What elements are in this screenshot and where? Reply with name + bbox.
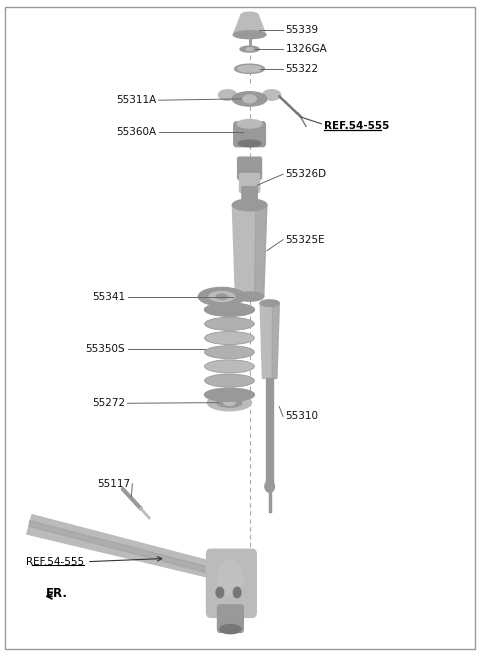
- Polygon shape: [232, 205, 267, 297]
- FancyBboxPatch shape: [242, 186, 257, 205]
- Text: 55322: 55322: [286, 64, 319, 73]
- Ellipse shape: [233, 587, 241, 598]
- Ellipse shape: [217, 398, 242, 407]
- Ellipse shape: [265, 481, 275, 492]
- Ellipse shape: [204, 303, 254, 316]
- Ellipse shape: [233, 31, 266, 39]
- FancyBboxPatch shape: [240, 173, 260, 192]
- Text: 55341: 55341: [92, 291, 125, 302]
- Ellipse shape: [204, 331, 254, 344]
- Ellipse shape: [209, 292, 235, 302]
- Ellipse shape: [204, 346, 254, 359]
- FancyBboxPatch shape: [234, 122, 265, 147]
- Text: 55311A: 55311A: [116, 95, 156, 105]
- Ellipse shape: [232, 92, 267, 106]
- Ellipse shape: [243, 95, 256, 103]
- Ellipse shape: [207, 394, 252, 411]
- Text: 1326GA: 1326GA: [286, 44, 327, 54]
- Text: FR.: FR.: [46, 586, 68, 600]
- Ellipse shape: [238, 66, 262, 72]
- Ellipse shape: [237, 119, 262, 128]
- Text: 55325E: 55325E: [286, 235, 325, 245]
- Ellipse shape: [263, 90, 281, 100]
- Ellipse shape: [240, 46, 259, 52]
- Text: 55350S: 55350S: [85, 344, 125, 354]
- Text: REF.54-555: REF.54-555: [324, 121, 389, 131]
- Ellipse shape: [204, 318, 254, 331]
- Ellipse shape: [204, 388, 254, 401]
- Ellipse shape: [224, 400, 235, 405]
- Ellipse shape: [218, 561, 243, 595]
- Polygon shape: [233, 15, 266, 35]
- Ellipse shape: [236, 292, 264, 301]
- Text: 55310: 55310: [286, 411, 318, 421]
- Ellipse shape: [238, 140, 261, 147]
- Polygon shape: [27, 515, 220, 579]
- Ellipse shape: [260, 300, 279, 306]
- Ellipse shape: [198, 287, 245, 306]
- FancyBboxPatch shape: [238, 157, 262, 179]
- Ellipse shape: [216, 587, 224, 598]
- FancyBboxPatch shape: [217, 605, 243, 632]
- Ellipse shape: [204, 360, 254, 373]
- Ellipse shape: [218, 90, 237, 100]
- Text: 55360A: 55360A: [116, 127, 156, 136]
- Ellipse shape: [220, 625, 241, 634]
- Polygon shape: [272, 303, 279, 379]
- Polygon shape: [29, 520, 218, 575]
- FancyBboxPatch shape: [206, 549, 256, 617]
- Ellipse shape: [204, 374, 254, 387]
- Text: 55326D: 55326D: [286, 169, 326, 179]
- Ellipse shape: [204, 303, 254, 316]
- Polygon shape: [266, 379, 273, 485]
- Ellipse shape: [216, 294, 228, 299]
- Polygon shape: [255, 205, 267, 297]
- Ellipse shape: [204, 388, 254, 401]
- Text: REF.54-555: REF.54-555: [26, 557, 84, 567]
- Text: 55272: 55272: [92, 398, 125, 408]
- Text: 55339: 55339: [286, 25, 319, 35]
- Polygon shape: [260, 303, 279, 379]
- Ellipse shape: [232, 199, 267, 211]
- Ellipse shape: [235, 64, 264, 73]
- Ellipse shape: [246, 48, 253, 51]
- Text: 55117: 55117: [97, 479, 130, 489]
- Ellipse shape: [241, 12, 258, 18]
